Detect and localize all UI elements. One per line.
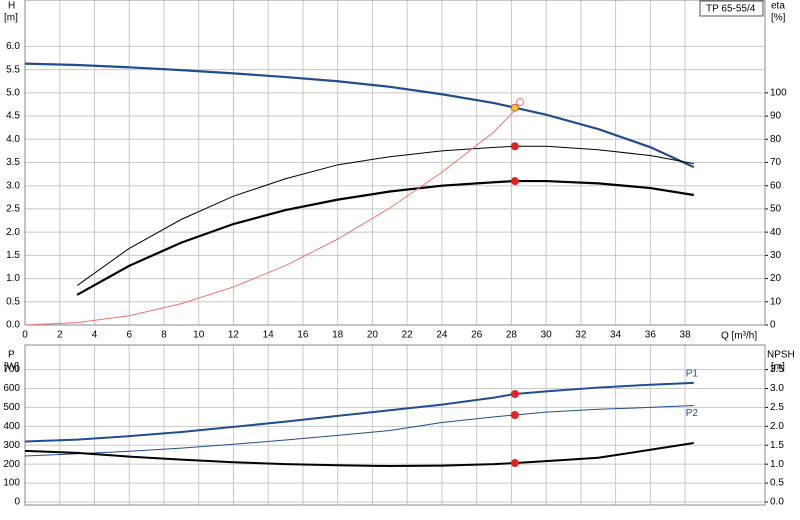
y2-tick-label: 30 [770, 250, 782, 261]
y2-tick-label: 1.0 [770, 459, 784, 470]
y2-tick-label: 2.0 [770, 421, 784, 432]
model-label: TP 65-55/4 [706, 4, 756, 15]
y-tick-label: 5.0 [6, 87, 20, 98]
y-tick-label: 6.0 [6, 41, 20, 52]
y-tick-label: 500 [3, 402, 20, 413]
marker-ring [516, 98, 525, 107]
x-tick-label: 36 [645, 330, 657, 341]
y-axis-unit: [m] [4, 13, 18, 24]
y-tick-label: 0.5 [6, 296, 20, 307]
y2-tick-label: 50 [770, 204, 782, 215]
x-tick-label: 12 [228, 330, 240, 341]
x-tick-label: 34 [610, 330, 622, 341]
plot-frame [24, 0, 766, 326]
y-tick-label: 3.0 [6, 180, 20, 191]
y2-tick-label: 20 [770, 273, 782, 284]
x-tick-label: 2 [57, 330, 63, 341]
series-label: P2 [686, 408, 699, 419]
y-tick-label: 0 [14, 497, 20, 508]
x-tick-label: 26 [471, 330, 483, 341]
x-tick-label: 22 [402, 330, 414, 341]
y-tick-label: 3.5 [6, 157, 20, 168]
y-tick-label: 2.5 [6, 204, 20, 215]
x-tick-label: 4 [92, 330, 98, 341]
y-axis-title: H [8, 1, 15, 12]
curve [76, 179, 694, 296]
x-tick-label: 10 [193, 330, 205, 341]
y-tick-label: 1.5 [6, 250, 20, 261]
x-tick-label: 0 [22, 330, 28, 341]
y2-tick-label: 0 [770, 320, 776, 331]
curve [24, 106, 519, 326]
x-tick-label: 38 [680, 330, 692, 341]
y2-axis-unit: [m] [771, 362, 785, 373]
model-box [699, 0, 764, 17]
curve [24, 62, 695, 169]
curve [24, 381, 694, 443]
curve [24, 441, 694, 468]
y2-axis-unit: [%] [771, 13, 786, 24]
y2-tick-label: 100 [770, 87, 787, 98]
x-tick-label: 24 [436, 330, 448, 341]
y-tick-label: 5.5 [6, 64, 20, 75]
y-tick-label: 300 [3, 440, 20, 451]
curve [24, 405, 694, 457]
y-tick-label: 4.5 [6, 111, 20, 122]
x-tick-label: 20 [367, 330, 379, 341]
x-tick-label: 18 [332, 330, 344, 341]
duty-point [510, 142, 519, 151]
y2-tick-label: 80 [770, 134, 782, 145]
plot-frame [24, 344, 766, 506]
x-tick-label: 14 [263, 330, 275, 341]
y-axis-title: P [8, 350, 15, 361]
y2-tick-label: 0.5 [770, 478, 784, 489]
x-tick-label: 8 [161, 330, 167, 341]
y2-tick-label: 10 [770, 296, 782, 307]
x-tick-label: 28 [506, 330, 518, 341]
duty-point [510, 459, 519, 468]
x-axis-title: Q [m³/h] [721, 331, 757, 342]
y-tick-label: 100 [3, 478, 20, 489]
y-tick-label: 400 [3, 421, 20, 432]
y-tick-label: 2.0 [6, 227, 20, 238]
y2-axis-title: NPSH [767, 350, 795, 361]
y2-tick-label: 40 [770, 227, 782, 238]
y-tick-label: 700 [3, 364, 20, 375]
y-tick-label: 1.0 [6, 273, 20, 284]
duty-point [510, 103, 519, 112]
y-tick-label: 0.0 [6, 320, 20, 331]
series-label: P1 [686, 368, 699, 379]
y-axis-unit: [W] [4, 362, 19, 373]
y2-tick-label: 60 [770, 180, 782, 191]
y-tick-label: 600 [3, 383, 20, 394]
y2-axis-title: eta [771, 1, 785, 12]
duty-point [510, 177, 519, 186]
y-tick-label: 4.0 [6, 134, 20, 145]
y2-tick-label: 0.0 [770, 497, 784, 508]
x-tick-label: 16 [297, 330, 309, 341]
y2-tick-label: 90 [770, 111, 782, 122]
y2-tick-label: 3.0 [770, 383, 784, 394]
y2-tick-label: 1.5 [770, 440, 784, 451]
y2-tick-label: 70 [770, 157, 782, 168]
x-tick-label: 30 [541, 330, 553, 341]
y2-tick-label: 2.5 [770, 402, 784, 413]
x-tick-label: 32 [575, 330, 587, 341]
x-tick-label: 6 [126, 330, 132, 341]
curve [76, 145, 694, 286]
y2-tick-label: 3.5 [770, 364, 784, 375]
y-tick-label: 200 [3, 459, 20, 470]
duty-point [510, 389, 519, 398]
duty-point [510, 410, 519, 419]
